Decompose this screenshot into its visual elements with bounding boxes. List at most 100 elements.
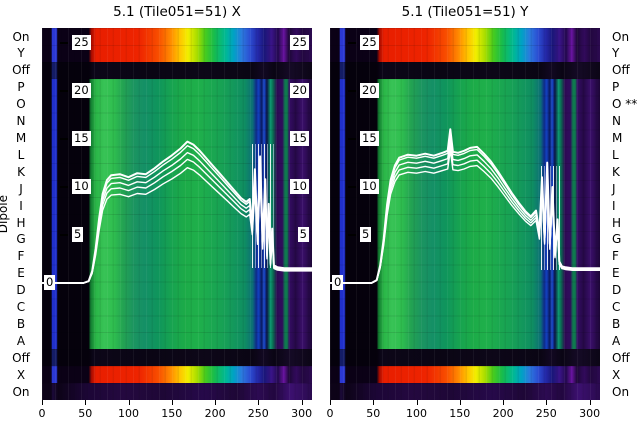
y-tick-label-right: 5 bbox=[297, 227, 309, 242]
y-tick-mark bbox=[348, 138, 356, 140]
x-tick-label: 200 bbox=[492, 407, 514, 420]
row-label-left: N bbox=[16, 114, 26, 128]
row-label-left: I bbox=[19, 198, 23, 213]
row-label-right: I bbox=[612, 198, 616, 213]
x-tick-mark bbox=[171, 400, 173, 405]
y-tick-mark bbox=[348, 234, 356, 236]
x-tick-label: 0 bbox=[326, 407, 334, 420]
gain-curves-y bbox=[330, 128, 600, 284]
heatmap-band-dark bbox=[42, 61, 312, 79]
row-label-right: K bbox=[612, 164, 620, 179]
heatmap-band-rainbow bbox=[42, 366, 312, 384]
row-label-left: O bbox=[16, 97, 26, 112]
row-label-right: F bbox=[612, 249, 619, 264]
x-tick-mark bbox=[85, 400, 87, 405]
heatmap-panel-x: 5.1 (Tile051=51) X 25 25 20 20 15 15 10 10 5 5 0 bbox=[42, 4, 312, 400]
x-tick-mark bbox=[42, 400, 43, 405]
row-label-right: B bbox=[612, 316, 621, 331]
x-tick-mark bbox=[258, 400, 260, 405]
row-label-left: B bbox=[16, 316, 26, 331]
row-label-left: E bbox=[17, 266, 25, 281]
row-label-left: K bbox=[17, 164, 25, 179]
row-label-right: J bbox=[612, 181, 616, 196]
gain-curve bbox=[42, 144, 312, 284]
row-label-right: P bbox=[612, 80, 620, 95]
x-tick-mark bbox=[503, 400, 505, 405]
x-tick-label: 200 bbox=[204, 407, 226, 420]
row-label-left: F bbox=[17, 249, 25, 264]
y-tick-mark bbox=[60, 90, 68, 92]
row-label-left: Off bbox=[12, 63, 30, 78]
row-label-left: L bbox=[17, 147, 25, 162]
x-tick-mark bbox=[330, 400, 331, 405]
gain-curve bbox=[42, 166, 312, 284]
x-tick-label: 50 bbox=[366, 407, 381, 420]
heatmap-band-dark bbox=[42, 349, 312, 367]
y-tick-label: 10 bbox=[360, 179, 379, 194]
y-tick-label: 20 bbox=[72, 83, 91, 98]
gain-curve bbox=[330, 149, 600, 284]
x-tick-mark bbox=[589, 400, 591, 405]
x-tick-label: 150 bbox=[161, 407, 183, 420]
row-label-left: H bbox=[16, 215, 26, 230]
y-tick-label-right: 20 bbox=[290, 83, 309, 98]
row-label-left: On bbox=[12, 384, 30, 399]
heatmap-band-purple bbox=[42, 383, 312, 400]
row-label-left: J bbox=[19, 181, 23, 196]
row-label-left: Y bbox=[17, 46, 25, 61]
row-label-right: G bbox=[612, 232, 622, 247]
y-tick-mark bbox=[348, 42, 356, 44]
x-tick-mark bbox=[546, 400, 548, 405]
row-label-left: G bbox=[16, 232, 26, 247]
heatmap-band-dark bbox=[330, 349, 600, 367]
gain-curve bbox=[42, 158, 312, 284]
y-tick-mark bbox=[348, 186, 356, 188]
row-label-right: C bbox=[612, 300, 621, 314]
y-tick-mark bbox=[348, 90, 356, 92]
heatmap-band-rainbow bbox=[330, 366, 600, 384]
x-tick-label: 250 bbox=[247, 407, 269, 420]
row-label-left: X bbox=[16, 367, 26, 382]
y-tick-label: 15 bbox=[72, 131, 91, 146]
y-tick-mark bbox=[60, 186, 68, 188]
row-label-right: Y bbox=[612, 46, 620, 61]
y-tick-label: 25 bbox=[360, 35, 379, 50]
y-tick-label: 15 bbox=[360, 131, 379, 146]
x-tick-mark bbox=[128, 400, 130, 405]
row-label-right: L bbox=[612, 147, 619, 162]
row-label-right: On bbox=[612, 29, 630, 44]
x-tick-label: 300 bbox=[291, 407, 313, 420]
x-tick-label: 50 bbox=[78, 407, 93, 420]
x-tick-label: 0 bbox=[38, 407, 46, 420]
gain-curve bbox=[42, 151, 312, 284]
y-zero-label: 0 bbox=[332, 275, 344, 290]
x-tick-mark bbox=[459, 400, 461, 405]
x-tick-mark bbox=[373, 400, 375, 405]
y-tick-label-right: 15 bbox=[290, 131, 309, 146]
x-tick-label: 250 bbox=[535, 407, 557, 420]
y-tick-label: 25 bbox=[72, 35, 91, 50]
y-tick-label: 10 bbox=[72, 179, 91, 194]
row-label-right: Off bbox=[612, 63, 630, 78]
row-label-right: D bbox=[612, 283, 622, 298]
row-label-right: Off bbox=[612, 350, 630, 365]
x-tick-label: 300 bbox=[579, 407, 601, 420]
y-tick-label-right: 10 bbox=[290, 179, 309, 194]
row-label-right: A bbox=[612, 333, 621, 348]
y-zero-label: 0 bbox=[44, 275, 56, 290]
y-tick-mark bbox=[60, 138, 68, 140]
row-label-right: X bbox=[612, 367, 621, 382]
heatmap-band-purple bbox=[330, 383, 600, 400]
row-label-left: Off bbox=[12, 350, 30, 365]
row-label-left: A bbox=[16, 333, 26, 348]
row-label-right: On bbox=[612, 384, 630, 399]
y-tick-mark bbox=[60, 234, 68, 236]
x-tick-mark bbox=[301, 400, 303, 405]
x-tick-mark bbox=[416, 400, 418, 405]
row-label-left: D bbox=[16, 283, 26, 298]
row-label-right: O ** bbox=[612, 97, 638, 112]
row-label-left: P bbox=[17, 80, 25, 95]
x-tick-label: 100 bbox=[406, 407, 427, 420]
y-tick-label: 5 bbox=[360, 227, 372, 242]
